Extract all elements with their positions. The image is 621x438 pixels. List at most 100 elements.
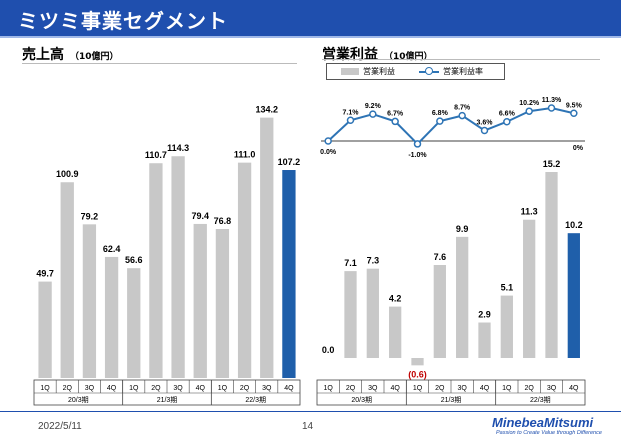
legend-bar-label: 営業利益 [363, 67, 395, 76]
category-label: 4Q [569, 385, 579, 392]
category-label: 3Q [547, 385, 557, 392]
bar [545, 172, 558, 358]
header-divider [0, 36, 621, 38]
data-label: 79.4 [191, 211, 209, 221]
bar [366, 268, 379, 358]
margin-point [346, 116, 355, 125]
data-label: 49.7 [36, 269, 54, 279]
bar [60, 182, 74, 378]
data-label: 9.9 [456, 224, 469, 234]
margin-label: 9.5% [566, 102, 583, 109]
margin-point [525, 107, 533, 115]
data-label: 11.3 [521, 207, 538, 217]
margin-point [369, 110, 377, 118]
data-label: 7.1 [344, 258, 357, 268]
bar [433, 265, 446, 358]
category-label: 3Q [262, 385, 272, 392]
data-label: 15.2 [543, 159, 561, 169]
margin-point [436, 117, 444, 125]
data-label: 56.6 [125, 255, 143, 265]
group-label: 22/3期 [245, 396, 266, 404]
bar [215, 228, 230, 378]
data-label: 7.3 [367, 256, 380, 266]
bar [456, 236, 469, 358]
group-label: 21/3期 [441, 396, 462, 404]
bar [567, 233, 580, 358]
margin-label: -1.0% [408, 152, 427, 159]
data-label: 0.0 [322, 345, 335, 355]
margin-point [413, 140, 422, 148]
category-label: 2Q [240, 385, 250, 392]
category-label: 1Q [413, 385, 423, 392]
category-label: 3Q [173, 385, 183, 392]
category-label: 1Q [502, 385, 512, 392]
data-label: 10.2 [565, 220, 583, 230]
bar [500, 295, 513, 358]
category-label: 1Q [323, 385, 333, 392]
category-label: 3Q [368, 385, 378, 392]
data-label: 4.2 [389, 294, 402, 304]
margin-label: 10.2% [519, 100, 540, 107]
margin-line [327, 106, 575, 146]
margin-point [480, 126, 489, 135]
sales-title: 売上高 [22, 47, 64, 63]
sales-title-underline [22, 63, 297, 64]
group-label: 20/3期 [68, 396, 89, 404]
margin-point [324, 137, 332, 145]
profit-title-underline [322, 59, 600, 60]
baseline-label: 0% [573, 145, 584, 152]
profit-unit: （10億円） [384, 52, 433, 62]
slide-title: ミツミ事業セグメント [18, 9, 228, 33]
bar [38, 281, 52, 378]
margin-point [458, 111, 466, 120]
category-label: 4Q [390, 385, 400, 392]
slide-header: ミツミ事業セグメント [0, 0, 621, 36]
page-number: 14 [302, 421, 314, 432]
data-label: 111.0 [234, 150, 256, 160]
data-label: 114.3 [167, 143, 189, 153]
bar [344, 271, 357, 358]
margin-point [391, 117, 399, 126]
data-label: 76.8 [214, 216, 232, 226]
margin-label: 9.2% [365, 103, 382, 110]
bar [389, 306, 402, 358]
category-label: 3Q [457, 385, 467, 392]
data-label: 2.9 [478, 310, 491, 320]
data-label: 110.7 [145, 150, 167, 160]
category-label: 1Q [129, 385, 139, 392]
margin-label: 7.1% [343, 109, 360, 116]
bar [82, 224, 97, 378]
bar [411, 358, 424, 366]
category-label: 2Q [63, 385, 73, 392]
logo-tagline: Passion to Create Value through Differen… [496, 430, 602, 436]
data-label: (0.6) [408, 369, 427, 379]
category-label: 4Q [107, 385, 117, 392]
data-label: 62.4 [103, 244, 121, 254]
margin-label: 8.7% [454, 105, 471, 112]
margin-label: 0.0% [320, 149, 337, 156]
data-label: 107.2 [278, 157, 301, 167]
margin-label: 3.6% [477, 119, 494, 126]
margin-label: 6.6% [499, 111, 516, 118]
company-logo: MinebeaMitsumi Passion to Create Value t… [492, 415, 612, 437]
category-label: 2Q [346, 385, 356, 392]
sales-unit: （10億円） [70, 52, 119, 62]
data-label: 134.2 [255, 105, 278, 115]
margin-point [547, 104, 556, 112]
legend-marker-icon [425, 67, 433, 75]
bar [478, 322, 491, 358]
category-label: 2Q [151, 385, 161, 392]
data-label: 100.9 [56, 169, 79, 179]
sales-title-block: 売上高 （10億円） [22, 44, 119, 64]
footer-date: 2022/5/11 [38, 421, 82, 432]
bar [171, 156, 185, 378]
margin-label: 6.7% [387, 110, 404, 117]
group-label: 21/3期 [157, 396, 178, 404]
category-label: 4Q [196, 385, 206, 392]
category-label: 4Q [284, 385, 294, 392]
category-label: 1Q [218, 385, 228, 392]
bar [260, 117, 274, 378]
bar [149, 163, 163, 378]
